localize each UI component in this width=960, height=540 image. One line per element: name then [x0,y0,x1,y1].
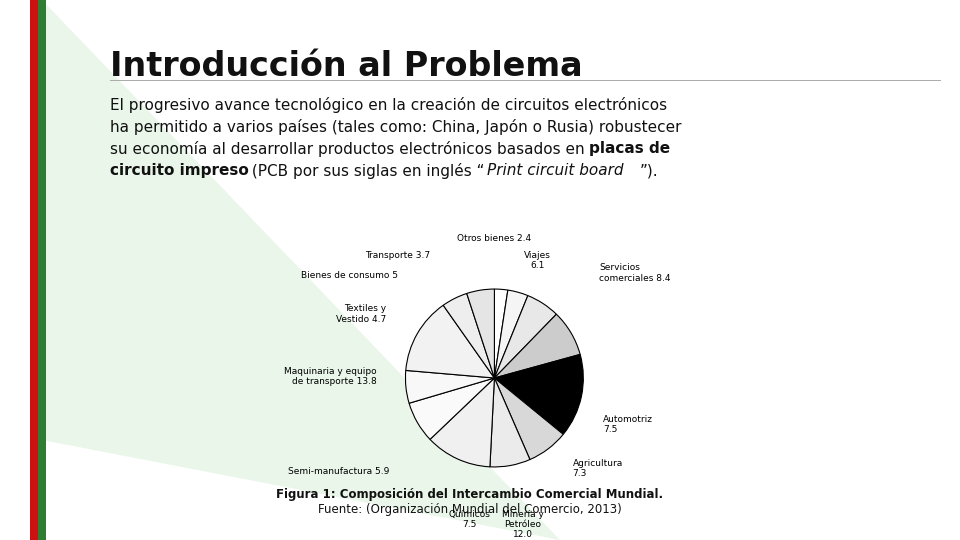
Text: Automotriz
7.5: Automotriz 7.5 [603,415,653,434]
Text: Fuente: (Organización Mundial del Comercio, 2013): Fuente: (Organización Mundial del Comerc… [318,503,622,516]
Wedge shape [490,378,530,467]
Wedge shape [494,295,557,378]
Text: Print circuit board: Print circuit board [487,163,623,178]
Text: su economía al desarrollar productos electrónicos basados en: su economía al desarrollar productos ele… [110,141,589,157]
Bar [30,0,38,540]
Text: Industria
Electrónica
15.1: Industria Electrónica 15.1 [594,338,651,368]
Wedge shape [494,378,564,460]
Text: Agricultura
7.3: Agricultura 7.3 [573,459,623,478]
Text: Otros bienes 2.4: Otros bienes 2.4 [457,234,532,243]
Wedge shape [406,305,494,378]
Wedge shape [494,289,508,378]
Text: placas de: placas de [589,141,670,156]
Text: Químicos
7.5: Químicos 7.5 [448,510,491,529]
Wedge shape [494,290,528,378]
Text: (PCB por sus siglas en inglés “: (PCB por sus siglas en inglés “ [247,163,485,179]
Text: circuito impreso: circuito impreso [110,163,249,178]
Text: Transporte 3.7: Transporte 3.7 [365,251,430,260]
Text: Figura 1: Composición del Intercambio Comercial Mundial.: Figura 1: Composición del Intercambio Co… [276,488,663,501]
Text: ”).: ”). [640,163,659,178]
Text: Semi-manufactura 5.9: Semi-manufactura 5.9 [288,467,390,476]
Wedge shape [494,354,584,434]
Text: Viajes
6.1: Viajes 6.1 [523,251,550,271]
Text: El progresivo avance tecnológico en la creación de circuitos electrónicos: El progresivo avance tecnológico en la c… [110,97,667,113]
Wedge shape [405,370,494,403]
Text: Servicios
comerciales 8.4: Servicios comerciales 8.4 [599,264,671,283]
Text: Bienes de consumo 5: Bienes de consumo 5 [301,271,398,280]
Wedge shape [430,378,494,467]
Text: Textiles y
Vestido 4.7: Textiles y Vestido 4.7 [336,304,386,323]
Text: ha permitido a varios países (tales como: China, Japón o Rusia) robustecer: ha permitido a varios países (tales como… [110,119,682,135]
Bar [38,0,46,540]
Text: Maquinaria y equipo
de transporte 13.8: Maquinaria y equipo de transporte 13.8 [284,367,377,386]
Wedge shape [494,314,580,378]
Wedge shape [467,289,494,378]
Text: Minería y
Petróleo
12.0: Minería y Petróleo 12.0 [502,510,543,539]
Text: Introducción al Problema: Introducción al Problema [110,50,583,83]
Polygon shape [42,0,560,540]
Wedge shape [444,293,494,378]
Wedge shape [409,378,494,440]
